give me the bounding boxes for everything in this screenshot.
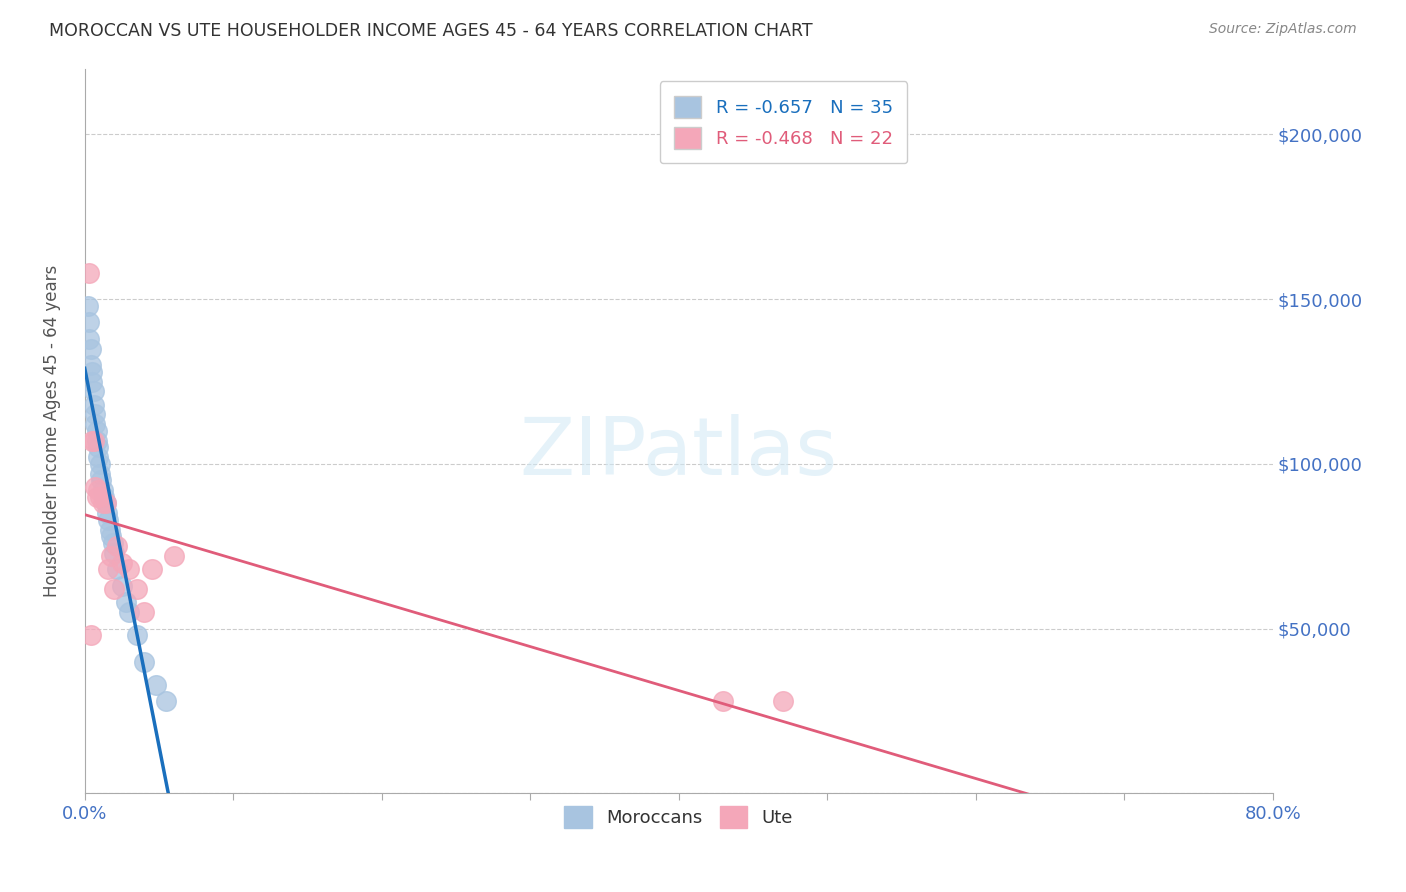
Point — [134, 605, 156, 619]
Point — [90, 474, 112, 488]
Point — [125, 582, 148, 596]
Point — [145, 678, 167, 692]
Point — [115, 595, 138, 609]
Point — [97, 513, 120, 527]
Point — [76, 299, 98, 313]
Point — [711, 694, 734, 708]
Point — [87, 483, 110, 498]
Point — [91, 483, 114, 498]
Point — [100, 549, 122, 563]
Point — [96, 506, 118, 520]
Point — [103, 582, 125, 596]
Point — [111, 556, 134, 570]
Point — [141, 562, 163, 576]
Point — [101, 536, 124, 550]
Legend: Moroccans, Ute: Moroccans, Ute — [557, 798, 800, 835]
Text: MOROCCAN VS UTE HOUSEHOLDER INCOME AGES 45 - 64 YEARS CORRELATION CHART: MOROCCAN VS UTE HOUSEHOLDER INCOME AGES … — [49, 22, 813, 40]
Point — [91, 496, 114, 510]
Point — [77, 315, 100, 329]
Point — [79, 628, 101, 642]
Point — [86, 434, 108, 448]
Point — [94, 496, 117, 510]
Point — [118, 605, 141, 619]
Y-axis label: Householder Income Ages 45 - 64 years: Householder Income Ages 45 - 64 years — [44, 265, 60, 597]
Point — [118, 562, 141, 576]
Point — [98, 523, 121, 537]
Point — [82, 434, 104, 448]
Point — [111, 579, 134, 593]
Point — [79, 358, 101, 372]
Text: Source: ZipAtlas.com: Source: ZipAtlas.com — [1209, 22, 1357, 37]
Point — [103, 546, 125, 560]
Point — [84, 408, 107, 422]
Point — [163, 549, 186, 563]
Point — [89, 457, 111, 471]
Point — [125, 628, 148, 642]
Point — [83, 398, 105, 412]
Point — [107, 562, 129, 576]
Point — [83, 384, 105, 399]
Point — [89, 490, 111, 504]
Point — [77, 266, 100, 280]
Point — [107, 539, 129, 553]
Point — [97, 562, 120, 576]
Point — [84, 480, 107, 494]
Point — [82, 365, 104, 379]
Point — [87, 441, 110, 455]
Point — [94, 496, 117, 510]
Point — [100, 529, 122, 543]
Point — [84, 417, 107, 432]
Point — [134, 655, 156, 669]
Point — [83, 434, 105, 448]
Point — [86, 490, 108, 504]
Point — [772, 694, 794, 708]
Point — [93, 490, 115, 504]
Text: ZIPatlas: ZIPatlas — [520, 414, 838, 491]
Point — [87, 450, 110, 465]
Point — [155, 694, 177, 708]
Point — [79, 342, 101, 356]
Point — [82, 375, 104, 389]
Point — [77, 332, 100, 346]
Point — [86, 424, 108, 438]
Point — [89, 467, 111, 481]
